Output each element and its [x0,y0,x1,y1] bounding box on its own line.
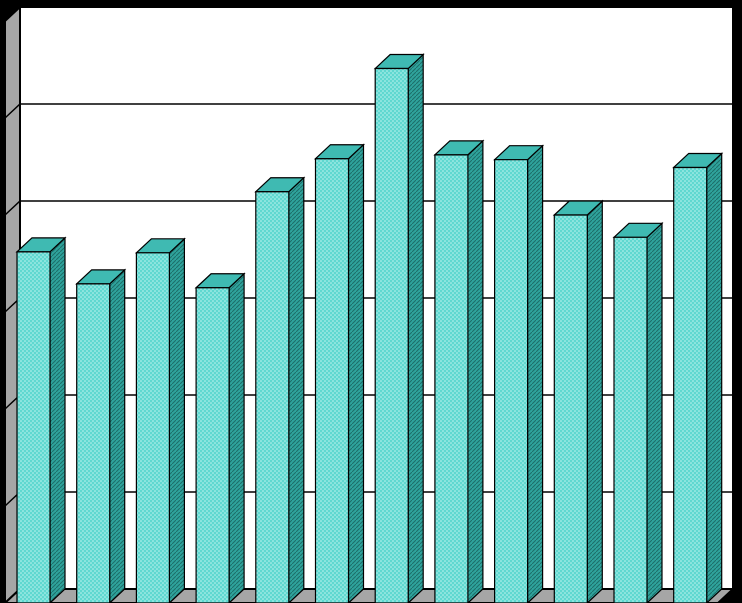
bar [373,53,425,603]
bar-front [673,166,708,603]
bar [313,143,366,603]
bar [672,152,724,603]
bar-side [467,139,484,603]
bar-side [228,272,245,603]
bar [493,144,545,603]
bar-side [646,221,663,603]
bar-front [314,158,350,603]
bar-front [494,159,529,603]
bar [254,176,306,603]
bar-side [168,237,185,603]
bar-side [526,144,544,603]
bar-side [407,53,424,603]
bar-front [553,214,588,603]
bar-front [255,191,290,603]
bar [552,199,604,603]
bar-front [613,236,648,603]
bar-side [347,143,365,603]
bar-front [135,252,170,603]
grid-line [4,6,733,22]
bar-side [49,236,66,603]
bar-front [374,67,409,603]
bar-side [586,199,603,603]
bar-front [434,154,469,603]
bar [194,272,246,603]
bar [15,236,67,603]
bar [612,221,664,603]
bar-front [195,287,230,603]
bar-side [109,268,126,603]
bar-front [76,283,111,603]
bar-front [16,251,51,603]
bar-side [288,176,305,603]
grid-line [4,103,733,119]
bar [433,139,485,603]
bar [134,237,186,603]
bar [75,268,127,603]
bar-side [706,152,723,603]
